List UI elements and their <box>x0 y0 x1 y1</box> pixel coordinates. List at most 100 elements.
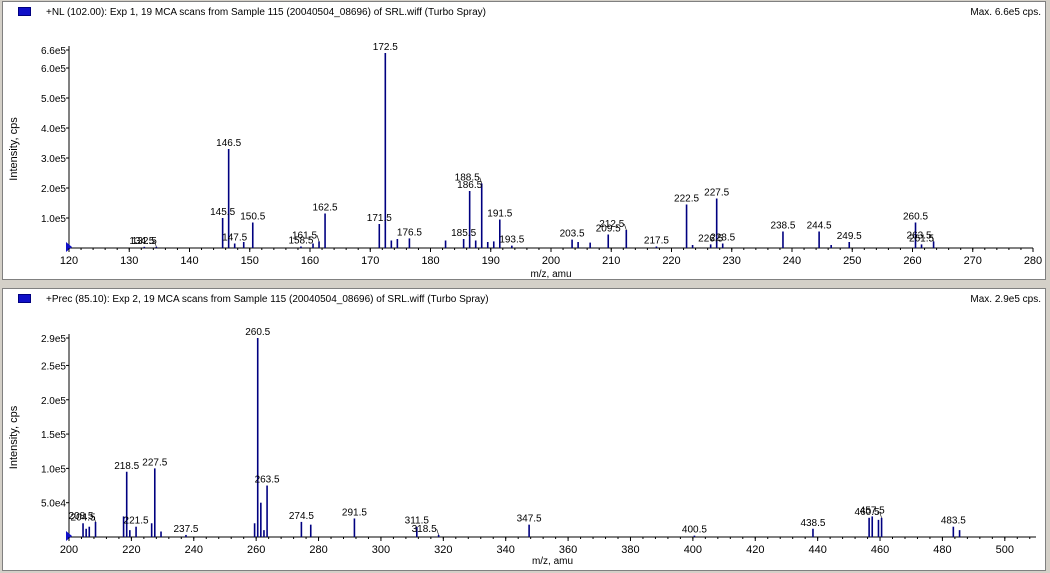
peak-label-leader <box>931 235 934 242</box>
x-tick-label: 120 <box>60 255 78 267</box>
peak-label-leader <box>624 223 627 231</box>
peak-label: 132.5 <box>132 236 157 247</box>
x-tick-label: 500 <box>996 544 1014 556</box>
x-tick-label: 220 <box>662 255 680 267</box>
y-tick-label: 6.6e5 <box>41 46 66 57</box>
peak-label: 238.5 <box>770 221 795 232</box>
peak-label: 263.5 <box>255 475 280 486</box>
peak-label: 249.5 <box>837 231 862 242</box>
peak-label: 146.5 <box>216 138 241 149</box>
peak-label: 212.5 <box>599 219 624 230</box>
x-tick-label: 150 <box>241 255 259 267</box>
x-tick-label: 220 <box>122 544 140 556</box>
pane-title: +NL (102.00): Exp 1, 19 MCA scans from S… <box>46 7 486 18</box>
x-tick-label: 420 <box>746 544 764 556</box>
y-tick-label: 5.0e4 <box>41 499 66 510</box>
peak-label: 208.5 <box>68 511 93 522</box>
peak-label: 193.5 <box>499 235 524 246</box>
x-tick-label: 170 <box>361 255 379 267</box>
x-tick-label: 480 <box>933 544 951 556</box>
x-tick-label: 190 <box>482 255 500 267</box>
peak-label: 347.5 <box>517 514 542 525</box>
x-tick-label: 280 <box>309 544 327 556</box>
pane-select-icon[interactable] <box>18 294 31 303</box>
peak-label-leader <box>436 528 439 536</box>
peak-label: 237.5 <box>173 524 198 535</box>
peak-label: 185.5 <box>451 228 476 239</box>
peak-label-leader <box>879 511 882 518</box>
x-tick-label: 380 <box>621 544 639 556</box>
peak-label: 460.5 <box>855 507 880 518</box>
y-tick-label: 3.0e5 <box>41 154 66 165</box>
x-tick-label: 250 <box>843 255 861 267</box>
peak-label: 227.5 <box>142 457 167 468</box>
x-tick-label: 340 <box>497 544 515 556</box>
x-axis-label: m/z, amu <box>532 556 573 567</box>
x-tick-label: 400 <box>684 544 702 556</box>
peak-label: 400.5 <box>682 525 707 536</box>
spectrum-pane-2: +Prec (85.10): Exp 2, 19 MCA scans from … <box>2 288 1046 571</box>
peak-label: 457.5 <box>860 505 885 516</box>
y-tick-label: 2.0e5 <box>41 184 66 195</box>
spectrum-plot-2[interactable]: 200 220 240 260 280 300 320 340 360 380 400 420 440 4… <box>3 289 1047 572</box>
spectrum-plot-1[interactable]: 120 130 140 150 160 170 180 190 200 210 220 230 240 2… <box>3 2 1047 281</box>
peak-label: 134.5 <box>129 236 154 247</box>
peak-label: 244.5 <box>807 221 832 232</box>
pane-select-icon[interactable] <box>18 7 31 16</box>
peak-label: 291.5 <box>342 507 367 518</box>
axis-start-marker-icon <box>66 242 72 252</box>
pane-title: +Prec (85.10): Exp 2, 19 MCA scans from … <box>46 294 489 305</box>
y-tick-label: 2.0e5 <box>41 396 66 407</box>
y-tick-label: 2.9e5 <box>41 334 66 345</box>
x-tick-label: 160 <box>301 255 319 267</box>
peak-label: 261.5 <box>909 233 934 244</box>
peak-label: 260.5 <box>903 212 928 223</box>
peak-label: 226.5 <box>698 233 723 244</box>
x-tick-label: 240 <box>783 255 801 267</box>
peak-label-leader <box>93 515 96 522</box>
y-tick-label: 1.0e5 <box>41 464 66 475</box>
peak-label: 150.5 <box>240 212 265 223</box>
pane-header: +NL (102.00): Exp 1, 19 MCA scans from S… <box>3 2 1045 22</box>
y-tick-label: 6.0e5 <box>41 64 66 75</box>
peak-label: 217.5 <box>644 236 669 247</box>
peak-label-leader <box>479 177 482 184</box>
peak-label-leader <box>154 240 157 247</box>
x-tick-label: 140 <box>180 255 198 267</box>
peak-label: 204.5 <box>71 512 96 523</box>
x-tick-label: 460 <box>871 544 889 556</box>
peak-label: 145.5 <box>210 207 235 218</box>
x-tick-label: 240 <box>185 544 203 556</box>
peak-label: 222.5 <box>674 194 699 205</box>
x-tick-label: 260 <box>903 255 921 267</box>
peak-label-leader <box>316 235 320 242</box>
peak-label: 147.5 <box>222 233 247 244</box>
y-tick-label: 5.0e5 <box>41 94 66 105</box>
peak-label: 188.5 <box>455 173 480 184</box>
x-tick-label: 280 <box>1024 255 1042 267</box>
x-tick-label: 200 <box>542 255 560 267</box>
y-tick-label: 1.0e5 <box>41 214 66 225</box>
spectrum-pane-1: +NL (102.00): Exp 1, 19 MCA scans from S… <box>2 1 1046 280</box>
x-axis-label: m/z, amu <box>530 269 571 280</box>
peak-label: 318.5 <box>412 524 437 535</box>
x-tick-label: 130 <box>120 255 138 267</box>
peak-label: 176.5 <box>397 227 422 238</box>
peak-label: 221.5 <box>124 516 149 527</box>
pane-header: +Prec (85.10): Exp 2, 19 MCA scans from … <box>3 289 1045 309</box>
max-intensity-label: Max. 6.6e5 cps. <box>970 7 1041 18</box>
peak-label: 311.5 <box>405 516 430 527</box>
x-tick-label: 360 <box>559 544 577 556</box>
x-tick-label: 180 <box>421 255 439 267</box>
x-tick-label: 300 <box>372 544 390 556</box>
peak-label: 191.5 <box>487 209 512 220</box>
y-tick-label: 1.5e5 <box>41 430 66 441</box>
peak-label: 203.5 <box>560 229 585 240</box>
peak-label: 186.5 <box>457 180 482 191</box>
axis-start-marker-icon <box>66 531 72 541</box>
peak-label: 438.5 <box>800 518 825 529</box>
y-axis-label: Intensity, cps <box>8 117 20 181</box>
peak-label: 172.5 <box>373 42 398 53</box>
peak-label: 483.5 <box>941 516 966 527</box>
